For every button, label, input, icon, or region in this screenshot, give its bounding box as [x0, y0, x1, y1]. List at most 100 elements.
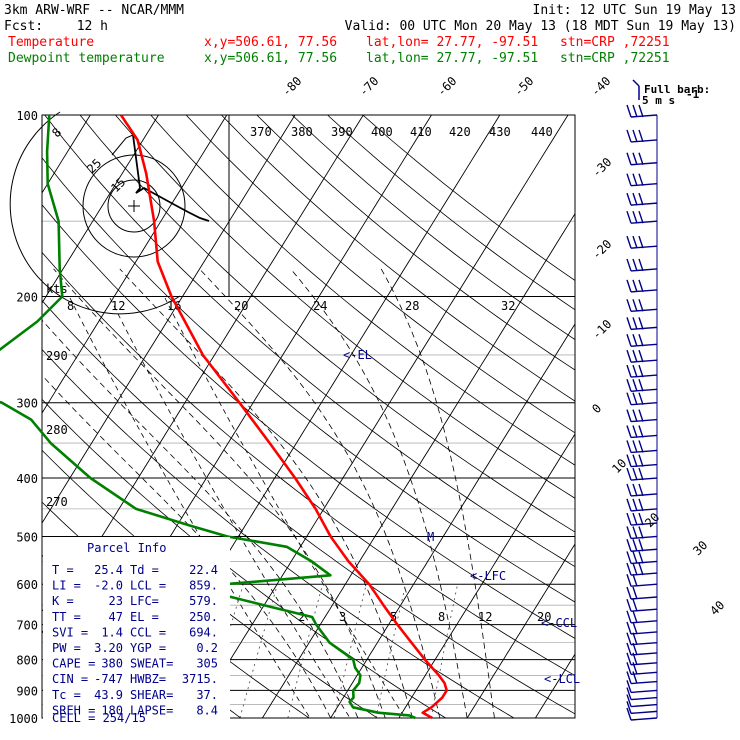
- fcst-value: 12 h: [77, 19, 108, 34]
- parcel-info-cell: 23: [109, 594, 123, 608]
- parcel-info-cell: 3715.: [182, 672, 218, 686]
- barb-shaft: [630, 631, 658, 635]
- isotherm-label: -70: [356, 74, 381, 99]
- barb-flag: [638, 129, 644, 143]
- wind-barb: [626, 539, 658, 552]
- dew-stn: stn=CRP ,72251: [560, 51, 670, 66]
- pressure-label: 500: [16, 530, 38, 544]
- barb-flag: [626, 701, 632, 714]
- temp-latlon: lat,lon= 27.77, -97.51: [366, 35, 538, 50]
- barb-flag: [638, 454, 644, 467]
- wind-barb: [626, 707, 658, 721]
- isotherm-label: 40: [707, 598, 727, 618]
- barb-flag: [626, 104, 632, 118]
- barb-flag: [626, 562, 632, 576]
- barb-shaft: [630, 596, 658, 600]
- barb-shaft: [630, 449, 658, 454]
- barb-shaft: [630, 326, 658, 331]
- parcel-info-cell: PW =: [52, 641, 81, 655]
- barb-flag: [632, 539, 638, 552]
- fcst-label: Fcst:: [4, 19, 43, 34]
- isotherm-label: -60: [434, 74, 459, 99]
- wind-barb: [626, 299, 658, 312]
- moist-adiabat-line: [119, 268, 413, 718]
- parcel-info-cell: Tc =: [52, 688, 81, 702]
- barb-flag: [626, 621, 632, 635]
- barb-shaft: [630, 671, 658, 676]
- hodo-speed-curve: [69, 297, 311, 718]
- el-marker: <-EL: [343, 348, 372, 362]
- theta-label: 370: [250, 125, 272, 139]
- barb-flag: [638, 349, 644, 363]
- wind-barb: [626, 152, 658, 166]
- pressure-label: 1000: [9, 712, 38, 726]
- parcel-info-cell: 47: [109, 610, 123, 624]
- parcel-cell: CELL = 254/15: [52, 711, 146, 725]
- hodo-speed-tick: 24: [313, 299, 327, 313]
- dewpoint-line: [0, 114, 416, 720]
- parcel-info-cell: TT =: [52, 610, 81, 624]
- barb-flag: [638, 173, 644, 186]
- wind-barb: [626, 235, 658, 249]
- moist-adiabat-line: [380, 268, 495, 718]
- barb-flag: [626, 317, 632, 330]
- mixing-ratio-line: [430, 584, 458, 718]
- svg-text:-1: -1: [686, 88, 700, 101]
- moist-adiabat-line: [290, 268, 468, 718]
- wind-barb: [626, 317, 658, 331]
- parcel-info-cell: CAPE =: [52, 657, 95, 671]
- barb-flag: [632, 642, 638, 656]
- hodo-trace-top: [111, 134, 134, 156]
- isotherm-line: [398, 433, 575, 718]
- barb-flag: [638, 392, 644, 405]
- barb-flag: [632, 235, 638, 249]
- parcel-info-cell: 579.: [189, 594, 218, 608]
- parcel-info-cell: 25.4: [94, 563, 123, 577]
- barb-shaft: [630, 139, 658, 143]
- barb-shaft: [630, 703, 658, 708]
- barb-flag: [626, 467, 632, 481]
- barb-flag: [632, 621, 638, 635]
- hodo-speed-tick: 28: [405, 299, 419, 313]
- init-time: Init: 12 UTC Sun 19 May 13: [533, 3, 737, 18]
- barb-flag: [632, 671, 638, 684]
- wind-barb: [626, 694, 658, 708]
- hodograph: [9, 111, 230, 315]
- dry-adiabat-line: [42, 299, 575, 715]
- parcel-info-cell: 380: [101, 657, 123, 671]
- barb-flag: [626, 235, 632, 249]
- barb-flag: [632, 152, 638, 165]
- pressure-label: 800: [16, 654, 38, 668]
- barb-flag: [626, 551, 632, 564]
- wind-barb: [626, 192, 658, 206]
- wind-barb: [626, 279, 658, 293]
- temp-series-name: Temperature: [8, 35, 94, 50]
- moist-adiabat-line: [42, 319, 359, 718]
- barb-flag: [632, 662, 638, 675]
- barb-flag: [632, 317, 638, 330]
- mixing-ratio-label: 12: [478, 610, 492, 624]
- parcel-info-cell: -2.0: [94, 579, 123, 593]
- mixing-ratio-line: [333, 584, 367, 718]
- barb-flag: [626, 192, 632, 206]
- barb-flag: [626, 671, 632, 684]
- barb-shaft: [630, 268, 658, 272]
- barb-shaft: [630, 308, 658, 312]
- barb-flag: [632, 610, 638, 624]
- barb-flag: [626, 379, 632, 392]
- barb-flag: [638, 539, 644, 552]
- dry-adiabat-line: [115, 115, 575, 499]
- wind-barb: [626, 409, 658, 423]
- theta-label: 410: [410, 125, 432, 139]
- barb-flag: [626, 210, 632, 224]
- barb-shaft: [630, 202, 658, 206]
- isotherm-label: -40: [588, 74, 613, 99]
- theta-label: 380: [291, 125, 313, 139]
- parcel-info-cell: SREH =: [52, 703, 95, 717]
- barb-flag: [626, 610, 632, 624]
- theta-label: 440: [531, 125, 553, 139]
- barb-flag: [632, 258, 638, 272]
- temp-stn: stn=CRP ,72251: [560, 35, 670, 50]
- parcel-info-cell: -747: [94, 672, 123, 686]
- parcel-info-box: Parcel Info T = 25.4 Td = 22.4 LI = -2.0 LCL =…: [43, 537, 230, 725]
